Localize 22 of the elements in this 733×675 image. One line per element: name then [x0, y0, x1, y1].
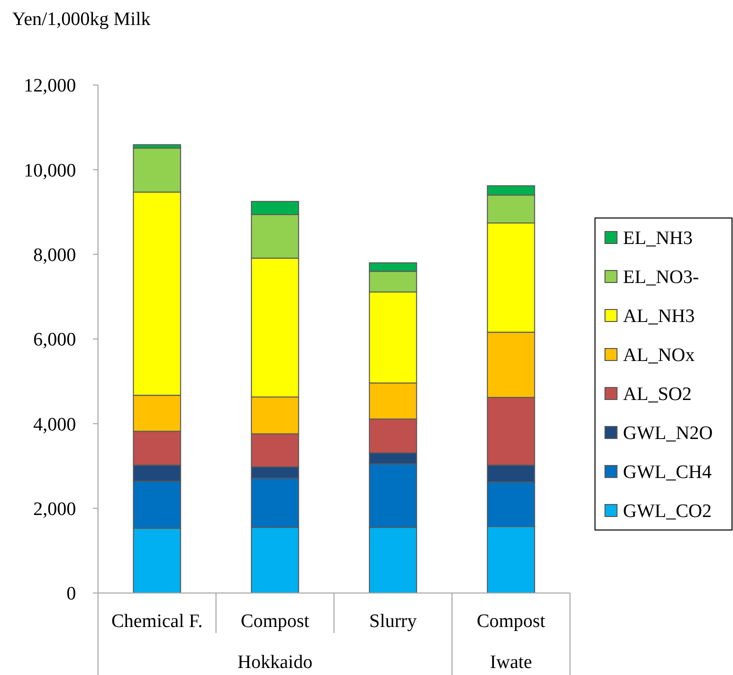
y-tick-label: 10,000: [24, 160, 76, 182]
x-tick-label: Compost: [240, 611, 310, 632]
text: Hokkaido: [238, 652, 312, 673]
x-tick-label: Compost: [476, 611, 546, 632]
y-tick-label: 12,000: [24, 76, 76, 97]
legend-label: EL_NO3-: [623, 267, 699, 288]
legend-label: AL_NH3: [623, 306, 695, 328]
y-axis-title: Yen/1,000kg Milk: [12, 9, 151, 30]
y-tick-label: 2,000: [33, 498, 76, 520]
x-tick-label: Slurry: [369, 611, 418, 632]
y-tick-label: 8,000: [33, 244, 76, 266]
y-tick-label: 6,000: [33, 330, 76, 351]
legend-label: AL_NOx: [623, 345, 696, 366]
y-tick-label: 0: [66, 584, 76, 605]
legend-label: AL_SO2: [623, 384, 692, 406]
legend-label: EL_NH3: [623, 228, 693, 250]
legend-label: GWL_N2O: [623, 423, 713, 444]
y-tick-label: 4,000: [33, 414, 76, 436]
x-tick-label: Chemical F.: [111, 611, 203, 632]
text: Iwate: [490, 652, 532, 673]
legend-label: GWL_CO2: [623, 501, 712, 522]
legend-label: GWL_CH4: [623, 462, 712, 484]
